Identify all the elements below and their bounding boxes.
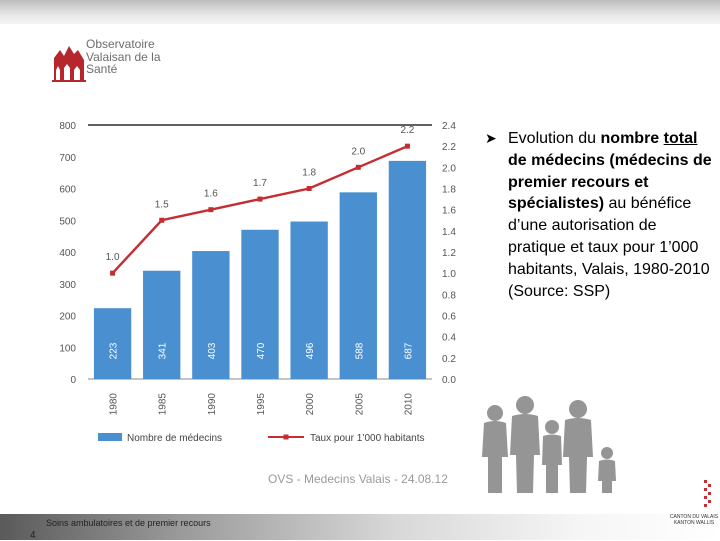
- x-tick-label: 1980: [109, 393, 120, 416]
- y-right-tick-label: 2.2: [442, 142, 456, 153]
- page-number: 4: [30, 530, 36, 541]
- y-left-tick-label: 500: [59, 216, 76, 227]
- line-value-label: 1.7: [253, 178, 267, 189]
- x-tick-label: 1985: [158, 393, 169, 416]
- logo-line-3: Santé: [86, 62, 118, 76]
- logo-text: Observatoire Valaisan de la Santé: [86, 38, 161, 76]
- line-point: [257, 196, 263, 202]
- y-right-tick-label: 2.4: [442, 121, 456, 132]
- bar: [93, 308, 132, 379]
- line-point: [208, 207, 214, 213]
- legend-bar-label: Nombre de médecins: [127, 433, 222, 444]
- desc-bold-1: nombre: [600, 130, 660, 147]
- bar: [143, 270, 181, 379]
- logo-icon: [52, 46, 86, 82]
- y-left-tick-label: 200: [59, 312, 76, 323]
- y-right-tick-label: 1.2: [442, 248, 456, 259]
- y-left-tick-label: 800: [59, 121, 76, 132]
- y-right-tick-label: 2.0: [442, 163, 456, 174]
- line-value-label: 2.0: [351, 146, 365, 157]
- canton-logo-icon: [704, 480, 711, 507]
- desc-bold-2: de médecins (médecins de premier recours…: [508, 151, 712, 213]
- y-right-tick-label: 1.8: [442, 185, 456, 196]
- logo-line-1: Observatoire: [86, 37, 155, 51]
- y-right-tick-label: 0.2: [442, 354, 456, 365]
- y-right-tick-label: 0.6: [442, 312, 456, 323]
- bar: [290, 221, 328, 379]
- x-tick-label: 2010: [403, 393, 414, 416]
- source-note: OVS - Medecins Valais - 24.08.12: [268, 472, 448, 486]
- line-value-label: 2.2: [400, 125, 414, 136]
- y-left-tick-label: 600: [59, 185, 76, 196]
- line-point: [404, 143, 410, 149]
- line-point: [159, 217, 165, 223]
- bar-value-label: 223: [109, 342, 120, 359]
- y-right-tick-label: 1.4: [442, 227, 456, 238]
- line-point: [110, 270, 116, 276]
- y-right-tick-label: 0.4: [442, 333, 456, 344]
- line-point: [306, 186, 312, 191]
- x-tick-label: 2000: [305, 393, 316, 416]
- x-tick-label: 1995: [256, 393, 267, 416]
- x-tick-label: 2005: [354, 393, 365, 416]
- y-left-tick-label: 700: [59, 153, 76, 164]
- bar: [192, 251, 230, 379]
- logo-line-2: Valaisan de la: [86, 49, 161, 64]
- chart-description: ➤ Evolution du nombre total de médecins …: [485, 128, 715, 302]
- legend-bar-swatch: [98, 433, 122, 441]
- y-right-tick-label: 0.8: [442, 290, 456, 301]
- legend-line-label: Taux pour 1’000 habitants: [310, 433, 425, 444]
- footer-text: Soins ambulatoires et de premier recours: [46, 518, 211, 528]
- bar: [339, 192, 377, 379]
- x-tick-label: 1990: [207, 393, 218, 416]
- legend-line-marker: [283, 434, 289, 440]
- y-right-tick-label: 0.0: [442, 375, 456, 386]
- y-right-tick-label: 1.0: [442, 269, 456, 280]
- footer-bar: [0, 514, 720, 540]
- desc-rest: au bénéfice d’une autorisation de pratiq…: [508, 195, 710, 300]
- bar: [388, 160, 427, 379]
- line-value-label: 1.6: [204, 189, 218, 200]
- bar-value-label: 687: [403, 342, 414, 359]
- bar-value-label: 496: [305, 342, 316, 359]
- bar: [241, 229, 279, 379]
- y-left-tick-label: 400: [59, 248, 76, 259]
- bar-value-label: 403: [207, 342, 218, 359]
- y-left-tick-label: 0: [70, 375, 76, 386]
- desc-bold-underlined: total: [663, 130, 698, 147]
- top-banner: [0, 0, 720, 24]
- bar-value-label: 341: [158, 342, 169, 359]
- y-left-tick-label: 300: [59, 280, 76, 291]
- line-value-label: 1.8: [302, 168, 316, 179]
- y-left-tick-label: 100: [59, 343, 76, 354]
- arrow-bullet-icon: ➤: [485, 130, 497, 146]
- bar-value-label: 588: [354, 342, 365, 359]
- y-right-tick-label: 1.6: [442, 206, 456, 217]
- family-silhouette-icon: [482, 396, 616, 493]
- bar-value-label: 470: [256, 342, 267, 359]
- canton-label: CANTON DU VALAIS KANTON WALLIS: [669, 514, 719, 526]
- line-point: [355, 164, 361, 170]
- line-value-label: 1.0: [106, 252, 120, 263]
- line-value-label: 1.5: [155, 199, 169, 210]
- desc-prefix: Evolution du: [508, 130, 601, 147]
